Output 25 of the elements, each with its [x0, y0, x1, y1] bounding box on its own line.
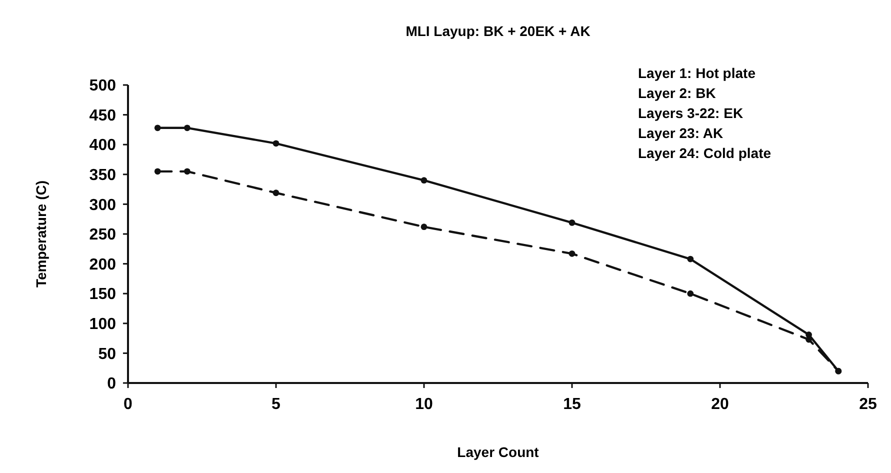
y-tick-label: 50: [98, 346, 116, 363]
x-tick-label: 0: [124, 396, 133, 413]
y-tick-label: 400: [89, 137, 116, 154]
x-tick-label: 20: [711, 396, 729, 413]
annotation: Layer 23: AK: [638, 125, 724, 141]
annotation: Layer 24: Cold plate: [638, 145, 772, 161]
chart-title: MLI Layup: BK + 20EK + AK: [406, 23, 590, 39]
x-tick-label: 5: [272, 396, 281, 413]
y-tick-label: 100: [89, 316, 116, 333]
x-tick-label: 10: [415, 396, 433, 413]
y-axis-title: Temperature (C): [33, 180, 49, 288]
y-tick-label: 450: [89, 107, 116, 124]
y-tick-label: 150: [89, 286, 116, 304]
y-tick-label: 250: [89, 226, 116, 244]
text: Layer 1: Hot plate: [638, 65, 756, 81]
y-tick-label: 500: [89, 78, 116, 95]
x-tick-label: 25: [859, 396, 877, 413]
x-axis-title: Layer Count: [457, 444, 540, 460]
y-tick-label: 350: [89, 167, 116, 184]
annotation: Layers 3-22: EK: [638, 105, 744, 121]
y-tick-label: 300: [89, 196, 116, 214]
annotation: Layer 2: BK: [638, 85, 716, 101]
y-tick-label: 200: [89, 256, 116, 274]
x-tick-label: 15: [563, 396, 581, 413]
y-tick-label: 0: [107, 376, 116, 393]
